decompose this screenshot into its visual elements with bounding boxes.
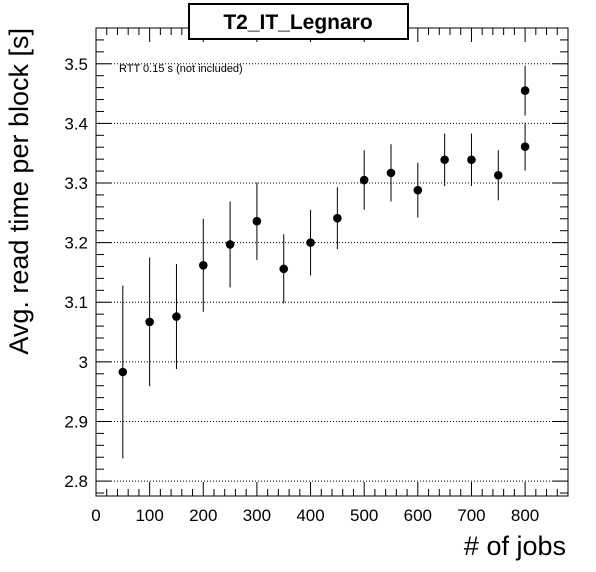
y-tick-label: 3.2 xyxy=(64,234,88,253)
x-tick-label: 0 xyxy=(91,506,100,525)
data-point xyxy=(520,122,530,171)
point-marker xyxy=(467,155,476,165)
data-point xyxy=(333,187,342,250)
data-point xyxy=(413,162,423,218)
point-marker xyxy=(520,86,530,95)
point-marker xyxy=(520,142,530,151)
point-marker xyxy=(493,170,503,180)
point-marker xyxy=(118,367,128,377)
data-points xyxy=(118,65,530,459)
point-marker xyxy=(145,317,154,327)
x-tick-label: 400 xyxy=(296,506,324,525)
point-marker xyxy=(252,216,262,226)
data-point xyxy=(493,150,503,201)
data-point xyxy=(467,133,476,186)
y-tick-label: 2.8 xyxy=(64,472,88,491)
data-point xyxy=(386,144,396,202)
y-tick-labels: 2.8 2.9 3 3.1 3.2 3.3 3.4 3.5 xyxy=(64,55,88,491)
x-axis-label: # of jobs xyxy=(464,531,566,561)
x-tick-label: 800 xyxy=(511,506,539,525)
chart-title: T2_IT_Legnaro xyxy=(223,11,372,34)
point-marker xyxy=(413,185,423,195)
point-marker xyxy=(386,168,396,178)
point-marker xyxy=(359,175,369,185)
data-point xyxy=(359,150,369,210)
point-marker xyxy=(225,240,235,249)
data-point xyxy=(520,65,530,116)
y-tick-label: 3 xyxy=(79,353,88,372)
y-tick-label: 3.5 xyxy=(64,55,88,74)
x-tick-label: 100 xyxy=(135,506,163,525)
x-tick-label: 200 xyxy=(189,506,217,525)
point-marker xyxy=(333,213,342,223)
y-axis-label: Avg. read time per block [s] xyxy=(4,28,34,355)
data-point xyxy=(252,182,262,260)
y-tick-label: 3.1 xyxy=(64,293,88,312)
data-point xyxy=(225,201,235,288)
data-point xyxy=(118,285,128,459)
x-tick-label: 300 xyxy=(243,506,271,525)
point-marker xyxy=(440,155,449,165)
plot-frame xyxy=(95,27,569,497)
x-tick-label: 500 xyxy=(350,506,378,525)
point-marker xyxy=(306,238,315,247)
title-box: T2_IT_Legnaro xyxy=(188,3,409,40)
data-point xyxy=(145,257,154,387)
title-frame xyxy=(188,3,409,40)
data-point xyxy=(198,218,208,312)
x-tick-label: 700 xyxy=(457,506,485,525)
point-marker xyxy=(172,312,181,321)
point-marker xyxy=(198,260,208,270)
grid-lines xyxy=(96,63,568,482)
data-point xyxy=(172,264,181,370)
data-point xyxy=(279,234,289,304)
y-tick-label: 3.4 xyxy=(64,114,88,133)
y-tick-label: 2.9 xyxy=(64,412,88,431)
data-point xyxy=(306,209,315,276)
point-marker xyxy=(279,264,289,274)
x-tick-label: 600 xyxy=(404,506,432,525)
rtt-annotation: RTT 0.15 s (not included) xyxy=(119,63,243,75)
y-tick-label: 3.3 xyxy=(64,174,88,193)
axis-ticks xyxy=(95,27,569,496)
x-tick-labels: 0 100 200 300 400 500 600 700 800 xyxy=(91,506,539,525)
data-point xyxy=(440,133,449,186)
